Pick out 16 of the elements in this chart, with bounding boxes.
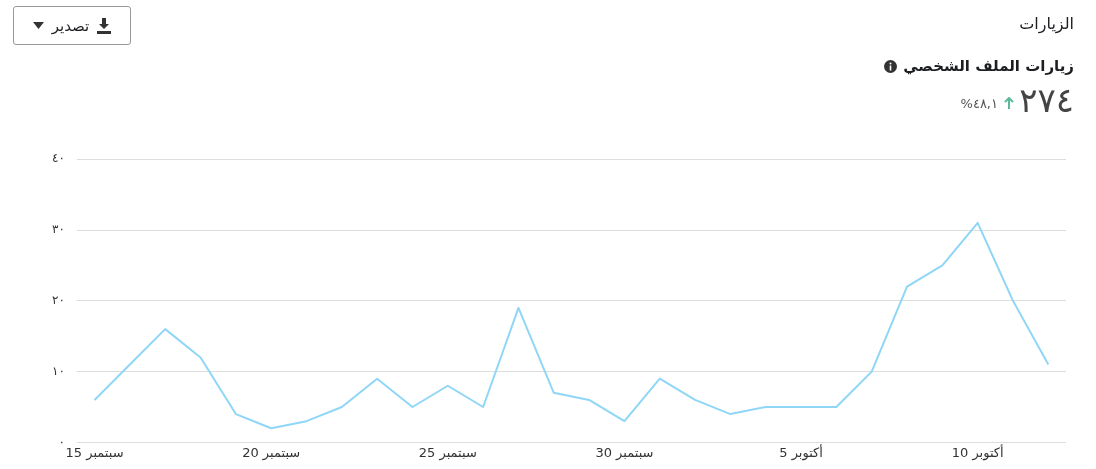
chart-subtitle: زيارات الملف الشخصي [903, 57, 1074, 75]
x-tick-label: 15 سبتمبر [65, 444, 124, 461]
text: تصدير [51, 16, 90, 35]
y-tick-label: ٢٠ [52, 292, 65, 307]
y-tick-label: ٣٠ [52, 222, 65, 237]
x-tick-label: 20 سبتمبر [242, 444, 301, 461]
y-tick-label: ١٠ [52, 363, 65, 378]
x-tick-label: 10 أكتوبر [951, 443, 1004, 461]
x-tick-label: 5 أكتوبر [779, 443, 823, 461]
x-tick-label: 30 سبتمبر [595, 444, 654, 461]
text: ٢٧٤ [1019, 80, 1074, 120]
y-tick-label: ٠ [58, 434, 65, 449]
y-tick-label: ٤٠ [52, 151, 65, 166]
chart-title: الزيارات [1019, 14, 1074, 33]
x-tick-label: 25 سبتمبر [418, 444, 477, 461]
text: ٤٨,١% [960, 96, 998, 111]
